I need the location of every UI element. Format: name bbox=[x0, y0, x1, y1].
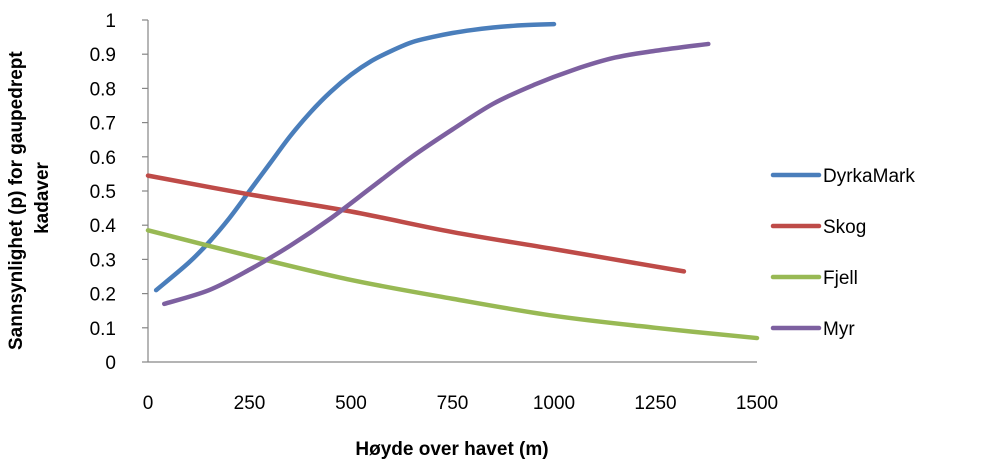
y-tick-label: 0.2 bbox=[90, 285, 116, 306]
y-tick-label: 0 bbox=[105, 353, 116, 374]
legend-label-fjell: Fjell bbox=[823, 268, 858, 289]
y-tick-label: 0.1 bbox=[90, 319, 116, 340]
legend-label-myr: Myr bbox=[823, 319, 855, 340]
series-line-myr bbox=[161, 41, 711, 307]
y-tick-label: 1 bbox=[105, 11, 116, 32]
y-axis-title: Sannsynlighet (p) for gaupedrept kadaver bbox=[6, 46, 53, 350]
series-line-skog bbox=[145, 173, 687, 274]
y-tick-label: 0.4 bbox=[90, 216, 117, 237]
x-tick-labels: 0 250 500 750 1000 1250 1500 bbox=[143, 393, 778, 414]
x-tick-label: 1500 bbox=[736, 393, 778, 414]
x-tick-label: 0 bbox=[143, 393, 154, 414]
y-tick-label: 0.8 bbox=[90, 79, 116, 100]
legend-label-skog: Skog bbox=[823, 217, 866, 238]
legend-label-dyrkamark: DyrkaMark bbox=[823, 166, 915, 187]
y-axis-title-line-2: kadaver bbox=[32, 161, 53, 233]
x-tick-label: 250 bbox=[234, 393, 266, 414]
legend: DyrkaMark Skog Fjell Myr bbox=[770, 166, 915, 340]
series-lines bbox=[145, 21, 760, 341]
x-tick-label: 1000 bbox=[533, 393, 575, 414]
y-tick-label: 0.5 bbox=[90, 182, 116, 203]
y-tick-label: 0.9 bbox=[90, 45, 116, 66]
x-tick-label: 1250 bbox=[634, 393, 676, 414]
y-axis-title-line-1: Sannsynlighet (p) for gaupedrept bbox=[6, 51, 27, 350]
series-line-dyrkamark bbox=[153, 21, 557, 293]
y-tick-labels: 0 0.1 0.2 0.3 0.4 0.5 0.6 0.7 0.8 0.9 1 bbox=[90, 11, 117, 374]
axes bbox=[142, 19, 757, 363]
series-line-fjell bbox=[145, 228, 760, 341]
x-tick-label: 750 bbox=[437, 393, 469, 414]
y-tick-label: 0.7 bbox=[90, 114, 116, 135]
x-tick-label: 500 bbox=[335, 393, 367, 414]
y-tick-label: 0.3 bbox=[90, 250, 116, 271]
y-tick-label: 0.6 bbox=[90, 148, 116, 169]
x-axis-title: Høyde over havet (m) bbox=[355, 439, 548, 460]
